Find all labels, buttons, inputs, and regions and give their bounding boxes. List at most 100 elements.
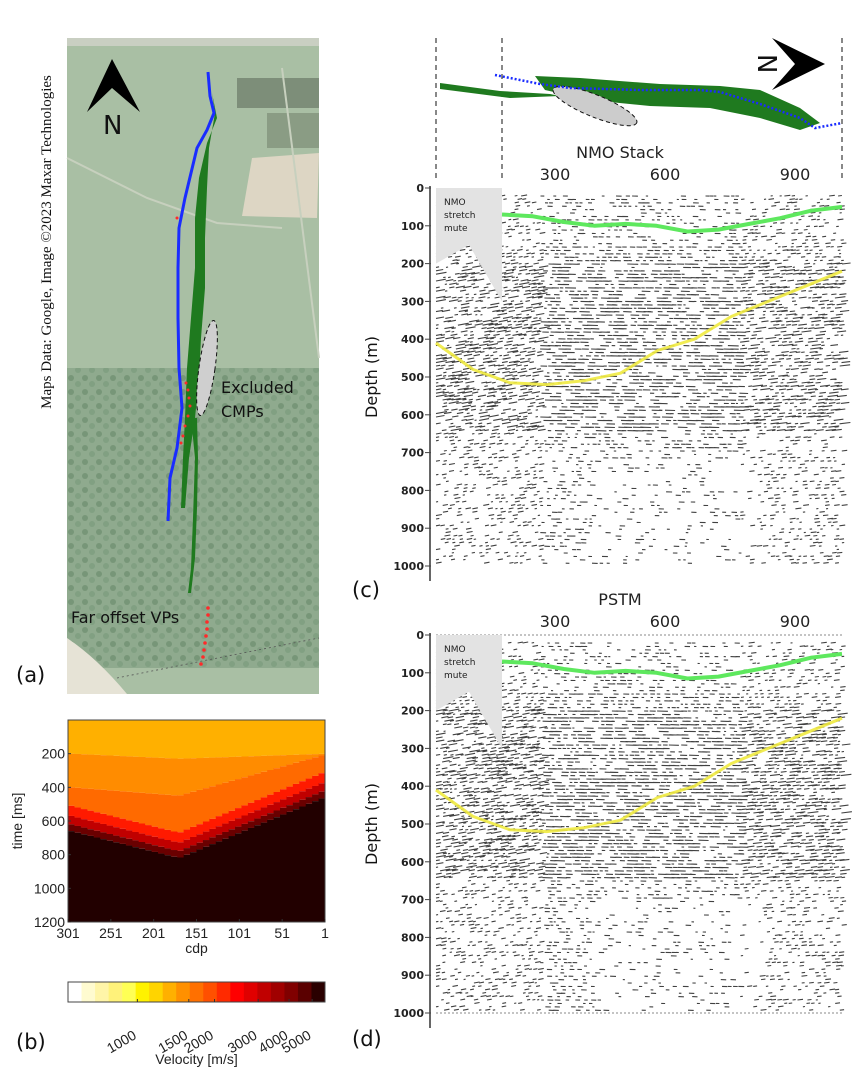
heatmap-cell [151, 757, 159, 794]
excluded-cmps-label: Excluded CMPs [221, 376, 294, 424]
y-tick-label: 800 [401, 931, 424, 944]
heatmap-cell [215, 784, 223, 817]
heatmap-cell [299, 791, 307, 800]
heatmap-cell [125, 845, 133, 922]
heatmap-cell [145, 720, 153, 758]
heatmap-cell [164, 829, 172, 840]
heatmap-cell [202, 757, 210, 789]
heatmap-cell [318, 720, 326, 754]
heatmap-cell [254, 773, 262, 801]
excluded-cmps-region [552, 85, 638, 127]
heatmap-cell [305, 720, 313, 755]
heatmap-cell [267, 755, 275, 770]
heatmap-cell [190, 791, 197, 827]
heatmap-cell [112, 817, 120, 828]
heatmap-cell [93, 720, 101, 755]
x-tick-label: 900 [780, 165, 811, 184]
heatmap-cell [93, 789, 101, 813]
heatmap-cell [273, 802, 281, 811]
excluded-label-line1: Excluded [221, 378, 294, 397]
heatmap-cell [312, 785, 320, 795]
heatmap-cell [247, 821, 255, 828]
heatmap-cell [145, 757, 153, 794]
heatmap-cell [196, 842, 204, 850]
heatmap-cell [157, 828, 165, 839]
y-tick-label: 900 [401, 522, 424, 535]
yellow-horizon [435, 716, 843, 834]
heatmap-cell [125, 820, 133, 831]
heatmap-cell [164, 758, 172, 795]
heatmap-cell [74, 832, 82, 922]
heatmap-cell [247, 827, 255, 922]
heatmap-cell [74, 787, 82, 808]
heatmap-cell [254, 800, 262, 811]
heatmap-cell [241, 815, 249, 824]
heatmap-cell [138, 848, 146, 922]
heatmap-cell [292, 794, 300, 803]
heatmap-cell [209, 844, 217, 922]
heatmap-cell [312, 775, 320, 786]
x-tick-label: 51 [274, 925, 290, 941]
green-horizon [501, 204, 843, 234]
heatmap-cell [196, 834, 204, 843]
heatmap-cell [273, 810, 281, 818]
colorbar-swatch [68, 982, 82, 1002]
heatmap-cell [177, 758, 185, 796]
heatmap-cell [196, 789, 204, 825]
heatmap-cell [202, 821, 210, 832]
heatmap-cell [68, 753, 75, 788]
y-tick-label: 300 [401, 295, 424, 308]
y-tick-label: 600 [42, 813, 66, 829]
heatmap-cell [286, 811, 294, 922]
north-arrow-icon [87, 59, 140, 112]
heatmap-cell [215, 834, 223, 842]
heatmap-cell [247, 720, 255, 757]
heatmap-cell [93, 837, 101, 922]
heatmap-cell [106, 825, 114, 834]
north-label: N [751, 54, 781, 73]
heatmap-cell [292, 783, 300, 795]
y-tick-label: 200 [42, 746, 66, 762]
section-title: NMO Stack [576, 143, 664, 162]
heatmap-cell [125, 791, 133, 821]
heatmap-cell [170, 758, 178, 796]
heatmap-cell [68, 824, 75, 832]
colorbar-swatch [95, 982, 109, 1002]
y-axis-label: Depth (m) [362, 783, 381, 865]
heatmap-cell [241, 823, 249, 831]
heatmap-cell [260, 815, 268, 823]
heatmap-cell [151, 826, 159, 837]
heatmap-cell [235, 826, 242, 834]
y-tick-label: 1000 [393, 560, 424, 573]
heatmap-cell [318, 791, 326, 799]
heatmap-cell [93, 812, 101, 823]
heatmap-cell [318, 783, 326, 792]
heatmap-cell [190, 758, 197, 792]
heatmap-cell [209, 818, 217, 829]
colorbar-swatch [216, 982, 231, 1002]
heatmap-cell [305, 754, 313, 760]
heatmap-cell [228, 756, 236, 781]
panel-b: 200 400 600 800 1000 1200 301 251 201 151 101 51 1 cd… [0, 710, 340, 1079]
heatmap-cell [68, 805, 75, 816]
heatmap-cell [260, 771, 268, 798]
y-tick-label: 300 [401, 742, 424, 755]
heatmap-cell [273, 817, 281, 922]
heatmap-cell [80, 720, 88, 755]
colorbar-swatch [189, 982, 204, 1002]
heatmap-cell [202, 840, 210, 847]
heatmap-cell [254, 825, 262, 922]
mute-label-line: NMO [444, 645, 466, 655]
y-axis-label: time [ms] [9, 793, 25, 850]
heatmap-cell [247, 802, 255, 813]
mute-label-line: mute [444, 671, 468, 681]
pstm-section: PSTM 300 600 900 0 100 200 300 400 500 600 700 800 90… [362, 590, 852, 1028]
heatmap-cell [292, 802, 300, 810]
heatmap-cell [312, 757, 320, 776]
heatmap-cell [106, 720, 114, 756]
heatmap-cell [241, 777, 249, 806]
heatmap-cell [209, 757, 217, 787]
x-tick-label: 300 [540, 165, 571, 184]
heatmap-cell [260, 822, 268, 922]
